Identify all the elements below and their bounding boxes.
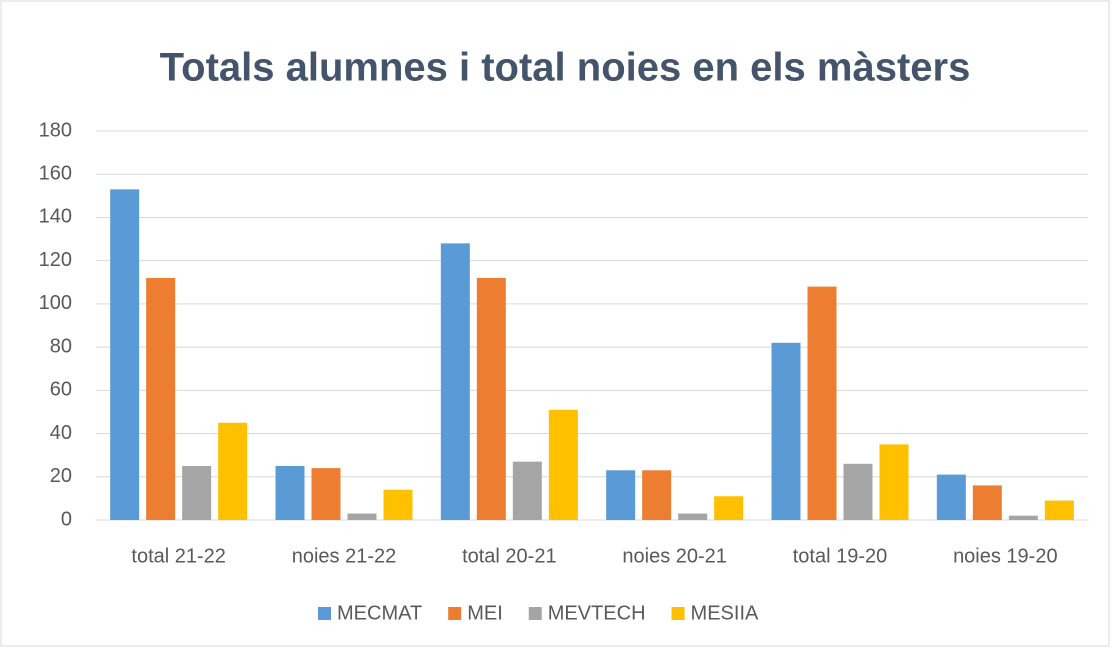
bar (347, 513, 377, 520)
bar (512, 461, 542, 520)
x-tick-label: total 20-21 (462, 545, 557, 567)
x-tick-label: total 21-22 (131, 545, 226, 567)
y-tick-label: 160 (39, 163, 72, 185)
bar (879, 444, 909, 520)
bar (383, 489, 413, 520)
x-tick-label: noies 19-20 (953, 545, 1058, 567)
x-tick-label: noies 21-22 (292, 545, 397, 567)
bar (606, 470, 636, 520)
bar (110, 189, 140, 520)
y-tick-label: 140 (39, 206, 72, 228)
y-tick-label: 100 (39, 292, 72, 314)
bar (218, 422, 248, 520)
y-tick-label: 0 (61, 508, 72, 530)
y-tick-label: 20 (50, 465, 72, 487)
legend-swatch (318, 607, 331, 620)
legend-label: MEI (467, 602, 503, 624)
legend-label: MEVTECH (548, 602, 646, 624)
bar (440, 243, 470, 520)
bar (807, 286, 837, 520)
y-tick-label: 180 (39, 119, 72, 141)
x-tick-label: total 19-20 (793, 545, 888, 567)
bar (843, 463, 873, 520)
bar (771, 342, 801, 520)
y-tick-label: 120 (39, 249, 72, 271)
bar (972, 485, 1002, 520)
bar (714, 496, 744, 520)
bar (936, 474, 966, 520)
y-tick-label: 60 (50, 379, 72, 401)
legend-label: MECMAT (337, 602, 422, 624)
bar (1044, 500, 1074, 520)
y-tick-label: 40 (50, 422, 72, 444)
bar (1008, 515, 1038, 520)
legend-swatch (528, 607, 542, 620)
bar (146, 277, 176, 520)
y-tick-label: 80 (50, 335, 72, 357)
legend-swatch (448, 607, 462, 620)
bar (476, 277, 506, 520)
bar (311, 468, 341, 520)
legend-label: MESIIA (691, 602, 759, 624)
bar (678, 513, 708, 520)
bar (642, 470, 672, 520)
bar (548, 409, 578, 520)
legend-swatch (671, 607, 685, 620)
chart-title: Totals alumnes i total noies en els màst… (160, 46, 971, 90)
bar (275, 465, 305, 520)
bar (182, 465, 212, 520)
x-tick-label: noies 20-21 (622, 545, 727, 567)
